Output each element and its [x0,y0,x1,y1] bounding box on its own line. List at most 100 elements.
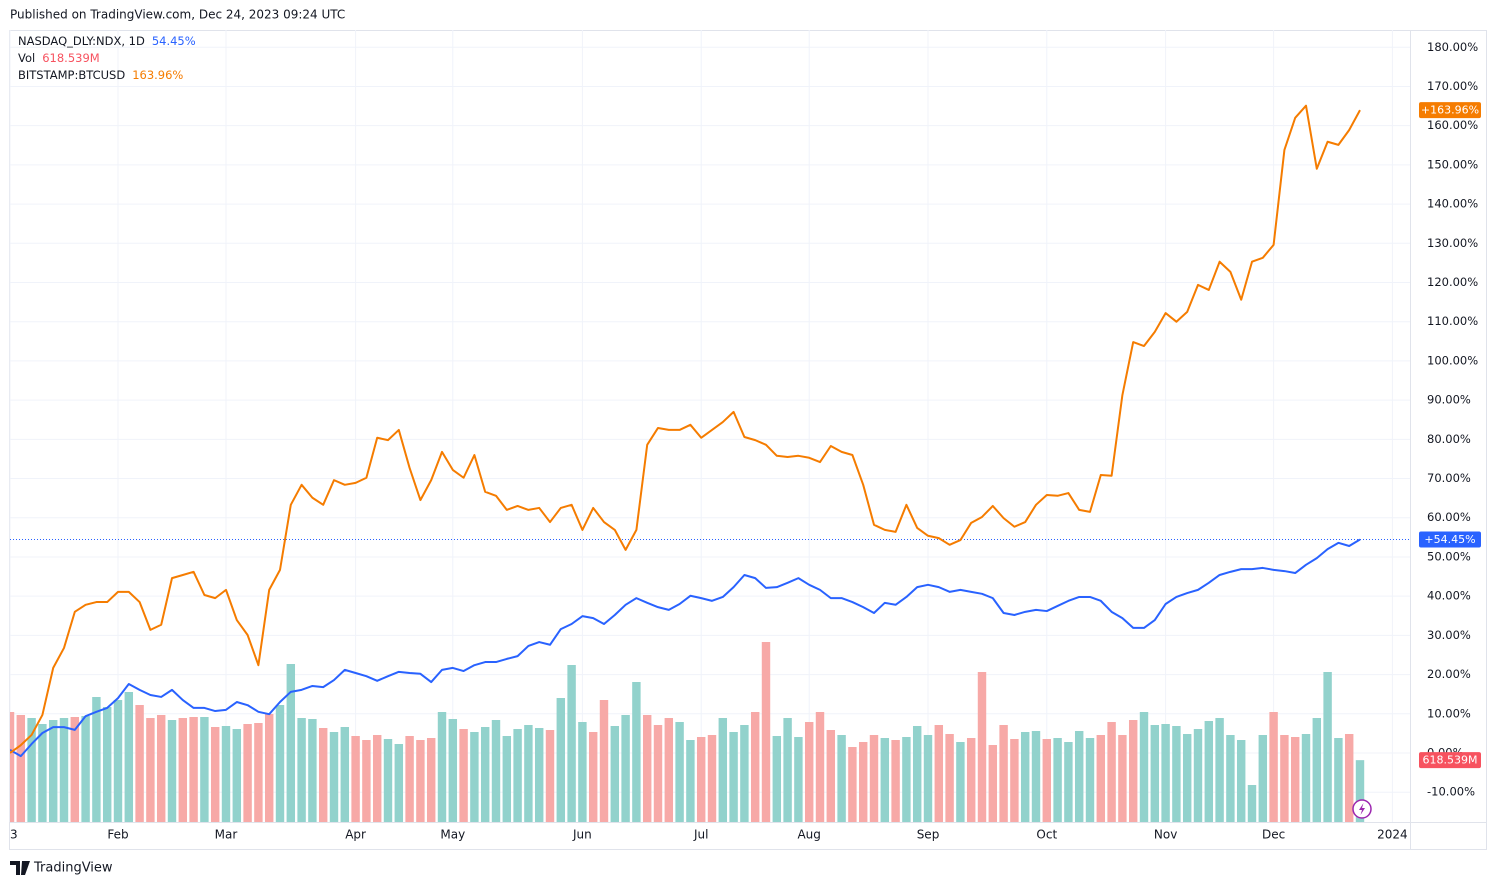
volume-bar [221,726,231,822]
volume-bar [750,712,760,822]
y-tick-label: 60.00% [1427,510,1471,524]
volume-bar [1344,734,1354,822]
volume-bar [286,664,296,822]
volume-bar [178,718,188,822]
volume-bar [1118,735,1127,822]
volume-bar [1301,734,1311,822]
volume-bar [1139,712,1149,822]
y-tick-label: 180.00% [1427,40,1478,54]
legend-name: BITSTAMP:BTCUSD [18,68,125,82]
x-tick-label: Aug [797,828,820,842]
volume-bar [783,718,792,822]
volume-bar [254,723,263,822]
volume-bar [837,735,846,822]
volume-bar [1161,724,1170,822]
volume-bar [545,730,555,822]
volume-bar [966,738,976,822]
volume-bar [318,728,328,822]
price-tag-label: +54.45% [1424,533,1475,546]
y-tick-label: 40.00% [1427,589,1471,603]
volume-bar [1269,712,1278,822]
volume-bar [696,737,706,822]
volume-bar [1172,726,1181,822]
replay-icon[interactable] [1352,799,1372,819]
volume-bar [1334,738,1343,822]
volume-bar [977,672,987,822]
y-tick-label: 110.00% [1427,314,1478,328]
volume-bar [1258,735,1268,822]
volume-bar [1128,720,1138,822]
volume-bar [340,727,350,822]
brand-name: TradingView [33,861,113,876]
volume-bar [740,725,749,822]
x-tick-label: May [440,828,465,842]
x-tick-label: Nov [1154,828,1177,842]
time-axis: 23 Feb Mar Apr May Jun Jul Aug Sep Oct Nov Dec 2024 [10,828,1408,842]
legend-entry: Vol 618.539M [18,51,100,65]
icon-bolt [1359,803,1365,815]
x-tick-label: Jun [572,828,592,842]
volume-bar [405,736,414,822]
volume-bar [1290,737,1300,822]
volume-bar [1053,738,1062,822]
volume-bar [81,716,90,822]
volume-bar [588,732,598,822]
volume-bar [524,725,533,822]
volume-bar [1204,721,1214,822]
volume-bar [102,707,112,822]
volume-bar [1020,732,1030,822]
volume-bar [999,725,1008,822]
volume-bar [707,735,717,822]
volume-bar [675,722,684,822]
legend-value: 618.539M [42,51,99,65]
volume-bar [729,732,738,822]
price-tag [1419,531,1481,548]
price-tag [1419,752,1481,769]
volume-bar [146,718,155,822]
volume-bar [437,712,447,822]
y-tick-label: -10.00% [1427,785,1475,799]
volume-bar [858,742,868,822]
y-tick-label: 30.00% [1427,628,1471,642]
legend-value: 163.96% [132,68,183,82]
volume-bar [1236,740,1246,822]
y-tick-label: 130.00% [1427,236,1478,250]
y-tick-label: 140.00% [1427,197,1478,211]
plot-area [10,104,1410,822]
volume-bar [534,728,544,822]
volume-bar [848,747,857,822]
x-tick-label: 2024 [1377,828,1408,842]
legend-name: Vol [18,51,35,65]
x-tick-label: Dec [1262,828,1285,842]
volume-bar [38,724,47,822]
volume-bar [1150,725,1160,822]
x-tick-label: Mar [215,828,238,842]
volume-bar [1323,672,1332,822]
volume-bar [923,735,933,822]
volume-bar [448,719,458,822]
volume-bar [480,727,490,822]
volume-bar [362,740,371,822]
volume-bar [1247,785,1257,822]
volume-bar [459,729,468,822]
volume-bar [243,724,252,822]
y-tick-label: 50.00% [1427,549,1471,563]
volume-bar [491,720,501,822]
y-tick-label: 70.00% [1427,471,1471,485]
volume-bar [1280,735,1289,822]
y-tick-label: 80.00% [1427,432,1471,446]
y-tick-label: 160.00% [1427,118,1478,132]
volume-bar [1064,742,1073,822]
volume-bar [632,682,641,822]
legend-value: 54.45% [152,34,196,48]
volume-bar [189,717,198,822]
volume-bar [1226,735,1235,822]
volume-bar [556,698,566,822]
volume-bar [686,740,695,822]
volume-bar [567,665,576,822]
volume-bar [718,718,728,822]
price-tag-label: +163.96% [1421,104,1479,117]
volume-bar [264,714,274,822]
volume-bar [664,718,674,822]
